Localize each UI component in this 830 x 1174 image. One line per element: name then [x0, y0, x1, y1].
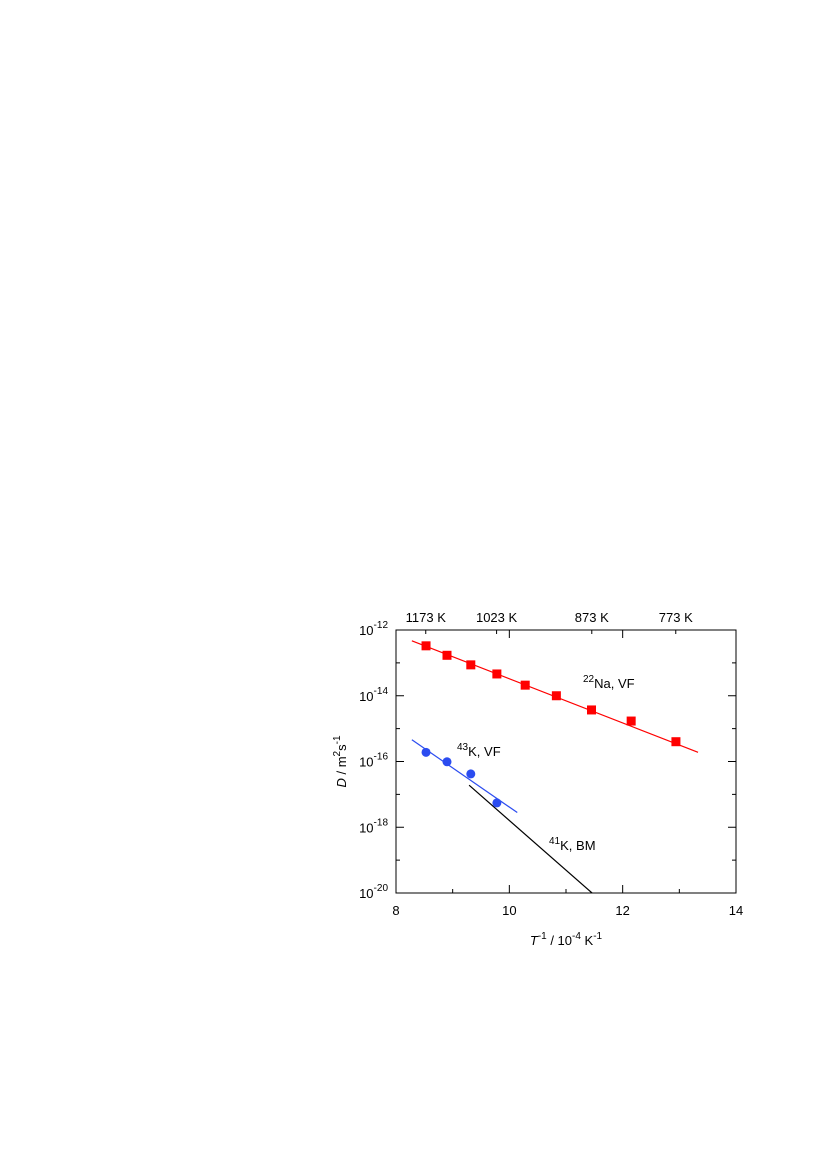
y-tick-base: 10	[359, 689, 373, 704]
x-tick-label: 12	[615, 903, 629, 918]
y-tick-exponent: -14	[374, 686, 389, 697]
y-tick-base: 10	[359, 886, 373, 901]
y-tick-base: 10	[359, 623, 373, 638]
annotation-text: Na, VF	[594, 676, 635, 691]
annotation-sup: 43	[457, 742, 469, 753]
annotation-sup: 22	[583, 674, 595, 685]
x-tick-label: 10	[502, 903, 516, 918]
y-tick-base: 10	[359, 755, 373, 770]
circle-marker	[421, 747, 431, 757]
y-tick-label: 10-12	[359, 620, 388, 638]
circle-marker	[442, 757, 452, 767]
y-axis-label-part: D	[334, 778, 349, 787]
y-tick-label: 10-18	[359, 817, 388, 835]
x-tick-label: 8	[392, 903, 399, 918]
annotation-sup: 41	[549, 836, 561, 847]
y-tick-exponent: -12	[374, 620, 389, 631]
x2-tick-label: 873 K	[575, 610, 609, 625]
y-axis-label: D / m2s-1	[332, 735, 349, 787]
y-axis-label-part: 2	[332, 750, 343, 756]
square-marker	[671, 737, 681, 747]
x-axis-label-part: K	[581, 933, 594, 948]
y-tick-label: 10-20	[359, 883, 388, 901]
square-marker	[626, 716, 636, 726]
x-axis-label-part: / 10	[547, 933, 572, 948]
x-axis-label-part: T	[530, 933, 539, 948]
y-tick-exponent: -18	[374, 817, 389, 828]
circle-marker	[492, 798, 502, 808]
y-axis-label-part: / m	[334, 756, 349, 778]
x-axis-label-part: -1	[593, 931, 602, 942]
square-marker	[421, 641, 431, 651]
y-tick-exponent: -16	[374, 752, 389, 763]
annotation: 43K, VF	[457, 742, 501, 759]
square-marker	[466, 660, 476, 670]
x2-tick-label: 1173 K	[406, 610, 447, 625]
y-axis-label-part: -1	[332, 735, 343, 744]
y-axis-label-part: s	[334, 744, 349, 751]
x2-tick-label: 1023 K	[476, 610, 518, 625]
x-axis-label-part: -1	[538, 931, 547, 942]
x-axis-label: T-1 / 10-4 K-1	[530, 931, 603, 948]
x-axis-label-part: -4	[572, 931, 581, 942]
circle-marker	[466, 769, 476, 779]
x2-tick-label: 773 K	[659, 610, 693, 625]
square-marker	[442, 650, 452, 660]
square-marker	[551, 691, 561, 701]
x-tick-label: 14	[729, 903, 743, 918]
y-tick-label: 10-14	[359, 686, 388, 704]
square-marker	[587, 705, 596, 715]
annotation: 22Na, VF	[583, 674, 635, 691]
y-tick-label: 10-16	[359, 752, 388, 770]
annotation: 41K, BM	[549, 836, 596, 853]
fit-line	[468, 784, 593, 894]
annotation-text: K, BM	[560, 838, 595, 853]
square-marker	[520, 680, 530, 690]
square-marker	[492, 669, 502, 679]
annotation-text: K, VF	[468, 744, 501, 759]
y-tick-base: 10	[359, 820, 373, 835]
y-tick-exponent: -20	[374, 883, 389, 894]
